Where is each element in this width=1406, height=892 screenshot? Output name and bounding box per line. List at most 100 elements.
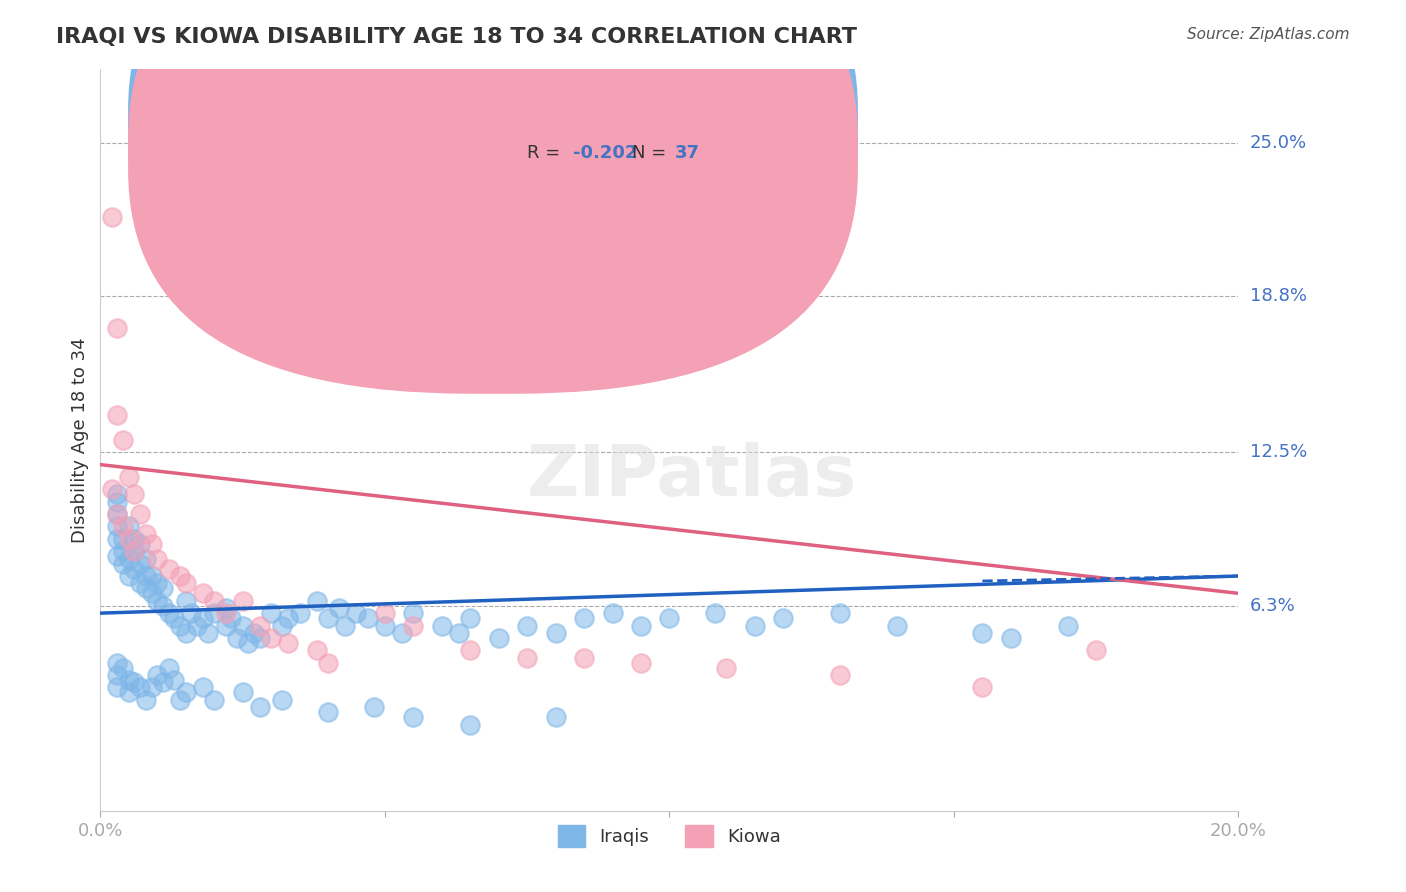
Point: [238, 636, 260, 650]
Point: [232, 685, 254, 699]
Point: [271, 693, 294, 707]
Point: [107, 532, 129, 546]
Point: [146, 551, 169, 566]
Point: [363, 700, 385, 714]
Point: [202, 693, 225, 707]
Point: [157, 660, 180, 674]
Point: [886, 618, 908, 632]
Point: [118, 532, 141, 546]
Point: [118, 569, 141, 583]
Point: [191, 681, 214, 695]
Point: [572, 611, 595, 625]
Point: [772, 611, 794, 625]
Text: 6.3%: 6.3%: [1250, 597, 1295, 615]
Point: [630, 656, 652, 670]
Point: [316, 705, 339, 719]
Point: [277, 636, 299, 650]
Point: [124, 675, 146, 690]
Y-axis label: Disability Age 18 to 34: Disability Age 18 to 34: [72, 337, 89, 542]
Point: [202, 594, 225, 608]
Point: [249, 700, 271, 714]
Point: [169, 569, 191, 583]
FancyBboxPatch shape: [447, 91, 834, 184]
Point: [232, 618, 254, 632]
Point: [129, 681, 152, 695]
Point: [135, 527, 157, 541]
Point: [112, 660, 135, 674]
Point: [402, 710, 425, 724]
Point: [112, 544, 135, 558]
Point: [202, 606, 225, 620]
Point: [602, 606, 624, 620]
Point: [516, 650, 538, 665]
Point: [277, 611, 299, 625]
Point: [972, 681, 994, 695]
Point: [141, 537, 163, 551]
Point: [118, 470, 141, 484]
Point: [458, 643, 481, 657]
Point: [124, 532, 146, 546]
Point: [1000, 631, 1022, 645]
Legend: Iraqis, Kiowa: Iraqis, Kiowa: [551, 818, 787, 855]
Point: [716, 660, 738, 674]
Point: [703, 606, 725, 620]
Point: [174, 626, 197, 640]
Point: [107, 549, 129, 564]
Point: [374, 606, 396, 620]
Point: [572, 650, 595, 665]
Text: 25.0%: 25.0%: [1250, 134, 1308, 152]
Point: [118, 685, 141, 699]
Point: [107, 656, 129, 670]
Text: 12.5%: 12.5%: [1250, 443, 1308, 461]
Point: [146, 668, 169, 682]
Point: [129, 576, 152, 591]
Point: [118, 551, 141, 566]
Point: [232, 594, 254, 608]
Point: [107, 507, 129, 521]
Point: [107, 487, 129, 501]
Point: [1085, 643, 1108, 657]
Point: [174, 685, 197, 699]
Point: [305, 594, 328, 608]
Point: [169, 618, 191, 632]
Point: [346, 606, 368, 620]
Point: [157, 561, 180, 575]
Point: [544, 626, 567, 640]
Point: [226, 631, 249, 645]
Point: [107, 494, 129, 508]
Point: [197, 626, 219, 640]
Point: [219, 611, 242, 625]
Point: [260, 631, 283, 645]
Point: [174, 594, 197, 608]
Point: [129, 557, 152, 571]
Point: [447, 626, 470, 640]
Point: [163, 611, 186, 625]
Text: R =: R =: [527, 118, 561, 136]
Text: ZIPatlas: ZIPatlas: [527, 442, 858, 511]
Point: [107, 408, 129, 422]
Point: [112, 557, 135, 571]
Text: 0.061: 0.061: [572, 118, 630, 136]
Point: [191, 611, 214, 625]
Point: [124, 544, 146, 558]
Point: [146, 594, 169, 608]
Point: [135, 551, 157, 566]
Point: [112, 532, 135, 546]
Point: [129, 507, 152, 521]
Point: [186, 618, 208, 632]
Point: [152, 599, 174, 613]
Point: [135, 693, 157, 707]
FancyBboxPatch shape: [129, 0, 858, 366]
Point: [402, 606, 425, 620]
Point: [402, 618, 425, 632]
Point: [191, 586, 214, 600]
Point: [107, 321, 129, 335]
Point: [658, 611, 681, 625]
Point: [249, 618, 271, 632]
Point: [830, 668, 852, 682]
Text: 102: 102: [675, 118, 713, 136]
Point: [174, 576, 197, 591]
Point: [328, 601, 350, 615]
Point: [458, 717, 481, 731]
Point: [1056, 618, 1078, 632]
